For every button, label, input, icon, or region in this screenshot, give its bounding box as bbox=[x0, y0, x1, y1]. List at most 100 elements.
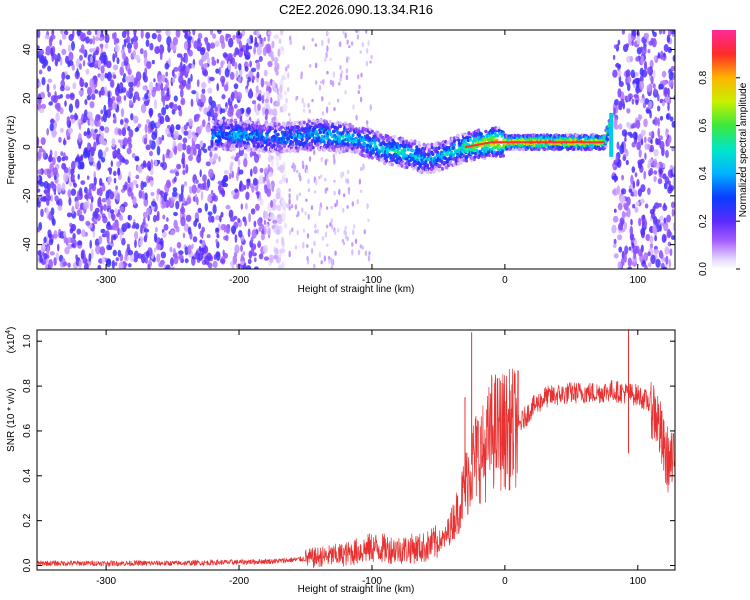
noise-speck bbox=[359, 189, 363, 193]
noise-speck bbox=[48, 101, 53, 106]
colorbar: 0.00.20.40.60.8 Normalized spectral ampl… bbox=[698, 30, 749, 276]
noise-speck bbox=[166, 87, 170, 98]
noise-speck bbox=[313, 240, 316, 247]
noise-speck bbox=[142, 217, 146, 226]
ridge-speck bbox=[276, 132, 280, 137]
noise-speck bbox=[653, 116, 658, 126]
noise-speck bbox=[212, 192, 216, 201]
noise-speck bbox=[165, 30, 169, 36]
noise-speck bbox=[367, 40, 370, 47]
noise-speck bbox=[230, 161, 234, 167]
noise-speck bbox=[71, 243, 75, 248]
noise-speck bbox=[295, 95, 299, 100]
noise-speck bbox=[252, 75, 256, 80]
noise-speck bbox=[367, 218, 370, 223]
noise-speck bbox=[129, 255, 134, 262]
noise-speck bbox=[37, 175, 40, 181]
noise-speck bbox=[182, 232, 186, 239]
ridge-speck bbox=[444, 156, 448, 161]
noise-speck bbox=[92, 132, 97, 141]
ridge-speck bbox=[240, 137, 244, 141]
noise-speck bbox=[63, 230, 67, 238]
noise-speck bbox=[127, 215, 131, 221]
noise-speck bbox=[631, 30, 637, 37]
ridge-speck bbox=[316, 142, 320, 147]
noise-speck bbox=[131, 224, 137, 229]
noise-speck bbox=[85, 220, 91, 226]
noise-speck bbox=[324, 177, 327, 182]
noise-speck bbox=[616, 141, 620, 150]
noise-speck bbox=[655, 258, 661, 268]
ridge-speck bbox=[306, 131, 310, 135]
noise-speck bbox=[208, 215, 213, 223]
noise-speck bbox=[617, 64, 622, 69]
noise-speck bbox=[60, 151, 64, 157]
noise-speck bbox=[118, 128, 123, 136]
noise-speck bbox=[333, 230, 337, 235]
noise-speck bbox=[110, 160, 114, 168]
noise-speck bbox=[237, 218, 241, 223]
noise-speck bbox=[225, 224, 231, 234]
noise-speck bbox=[234, 188, 239, 193]
noise-speck bbox=[324, 57, 327, 62]
ridge-speck bbox=[393, 134, 397, 139]
ridge-speck bbox=[275, 126, 279, 131]
ridge-speck bbox=[286, 137, 290, 141]
noise-speck bbox=[155, 226, 158, 233]
noise-speck bbox=[40, 103, 47, 110]
noise-speck bbox=[233, 104, 238, 109]
noise-speck bbox=[335, 199, 339, 207]
noise-speck bbox=[640, 129, 646, 136]
noise-speck bbox=[613, 238, 617, 245]
ridge-speck bbox=[357, 148, 361, 152]
ridge-speck bbox=[501, 153, 505, 158]
noise-speck bbox=[201, 81, 207, 89]
noise-speck bbox=[267, 164, 271, 172]
noise-speck bbox=[91, 93, 96, 101]
noise-speck bbox=[654, 235, 657, 242]
noise-speck bbox=[220, 108, 226, 113]
noise-speck bbox=[142, 160, 147, 168]
noise-speck bbox=[216, 30, 221, 33]
ridge-speck bbox=[448, 160, 453, 164]
noise-speck bbox=[151, 87, 156, 98]
noise-speck bbox=[662, 30, 666, 35]
ridge-speck bbox=[479, 132, 483, 136]
noise-speck bbox=[38, 69, 43, 75]
noise-speck bbox=[71, 40, 75, 51]
noise-speck bbox=[256, 45, 262, 56]
noise-speck bbox=[618, 101, 623, 111]
noise-speck bbox=[275, 100, 281, 107]
noise-speck bbox=[105, 190, 110, 201]
noise-speck bbox=[302, 241, 305, 249]
noise-speck bbox=[64, 85, 69, 90]
noise-speck bbox=[190, 73, 193, 82]
noise-speck bbox=[359, 244, 362, 249]
noise-speck bbox=[106, 198, 112, 207]
noise-speck bbox=[287, 72, 290, 79]
noise-speck bbox=[666, 228, 671, 239]
noise-speck bbox=[245, 265, 252, 269]
noise-speck bbox=[186, 197, 192, 205]
noise-speck bbox=[214, 106, 218, 112]
noise-speck bbox=[215, 215, 221, 221]
noise-speck bbox=[646, 108, 652, 114]
noise-speck bbox=[172, 187, 178, 193]
noise-speck bbox=[663, 44, 669, 52]
noise-speck bbox=[133, 250, 139, 260]
noise-speck bbox=[151, 200, 157, 207]
noise-speck bbox=[181, 143, 187, 151]
noise-speck bbox=[327, 255, 331, 261]
ridge-speck bbox=[420, 170, 424, 175]
noise-speck bbox=[366, 120, 369, 125]
ridge-speck bbox=[234, 120, 238, 125]
noise-speck bbox=[297, 210, 300, 217]
noise-speck bbox=[157, 112, 162, 118]
noise-speck bbox=[59, 127, 64, 133]
noise-speck bbox=[256, 71, 260, 79]
ridge-speck bbox=[229, 118, 233, 123]
noise-speck bbox=[136, 165, 143, 173]
noise-speck bbox=[227, 53, 233, 59]
noise-speck bbox=[204, 202, 208, 212]
